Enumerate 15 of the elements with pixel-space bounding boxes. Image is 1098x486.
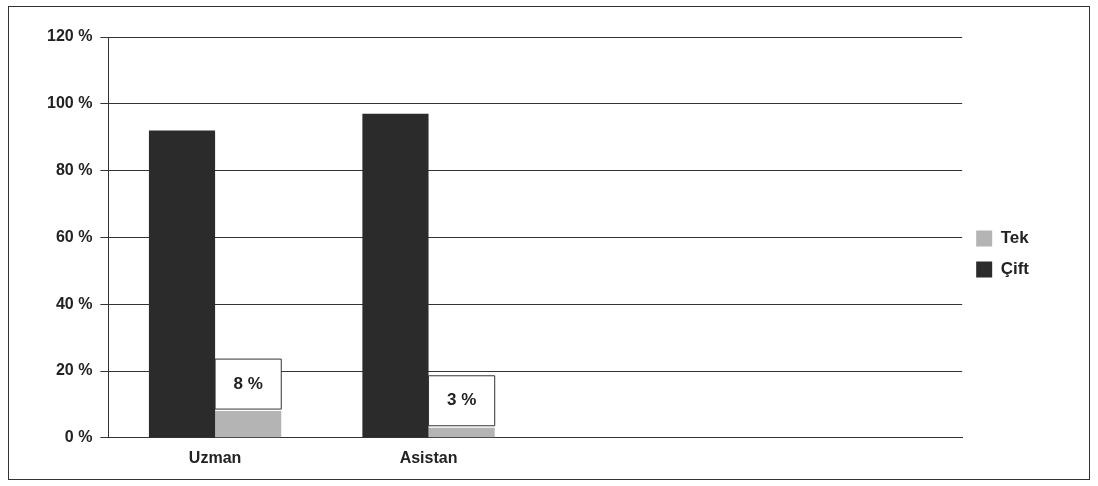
y-tick-label: 60 % [55,227,93,245]
x-tick-label: Uzman [188,448,242,466]
y-tick-label: 20 % [55,361,93,379]
legend-label: Tek [1000,228,1030,248]
y-tick-label: 40 % [55,294,93,312]
bar [215,411,282,438]
y-tick-label: 80 % [55,161,93,179]
data-label: 3 % [446,390,477,410]
legend-label: Çift [1000,259,1030,279]
y-tick-label: 0 % [64,428,93,446]
data-label: 8 % [233,373,263,393]
bar [428,427,495,438]
y-tick-label: 100 % [46,94,93,112]
x-tick-label: Asistan [399,448,458,466]
y-tick-label: 120 % [46,27,93,45]
